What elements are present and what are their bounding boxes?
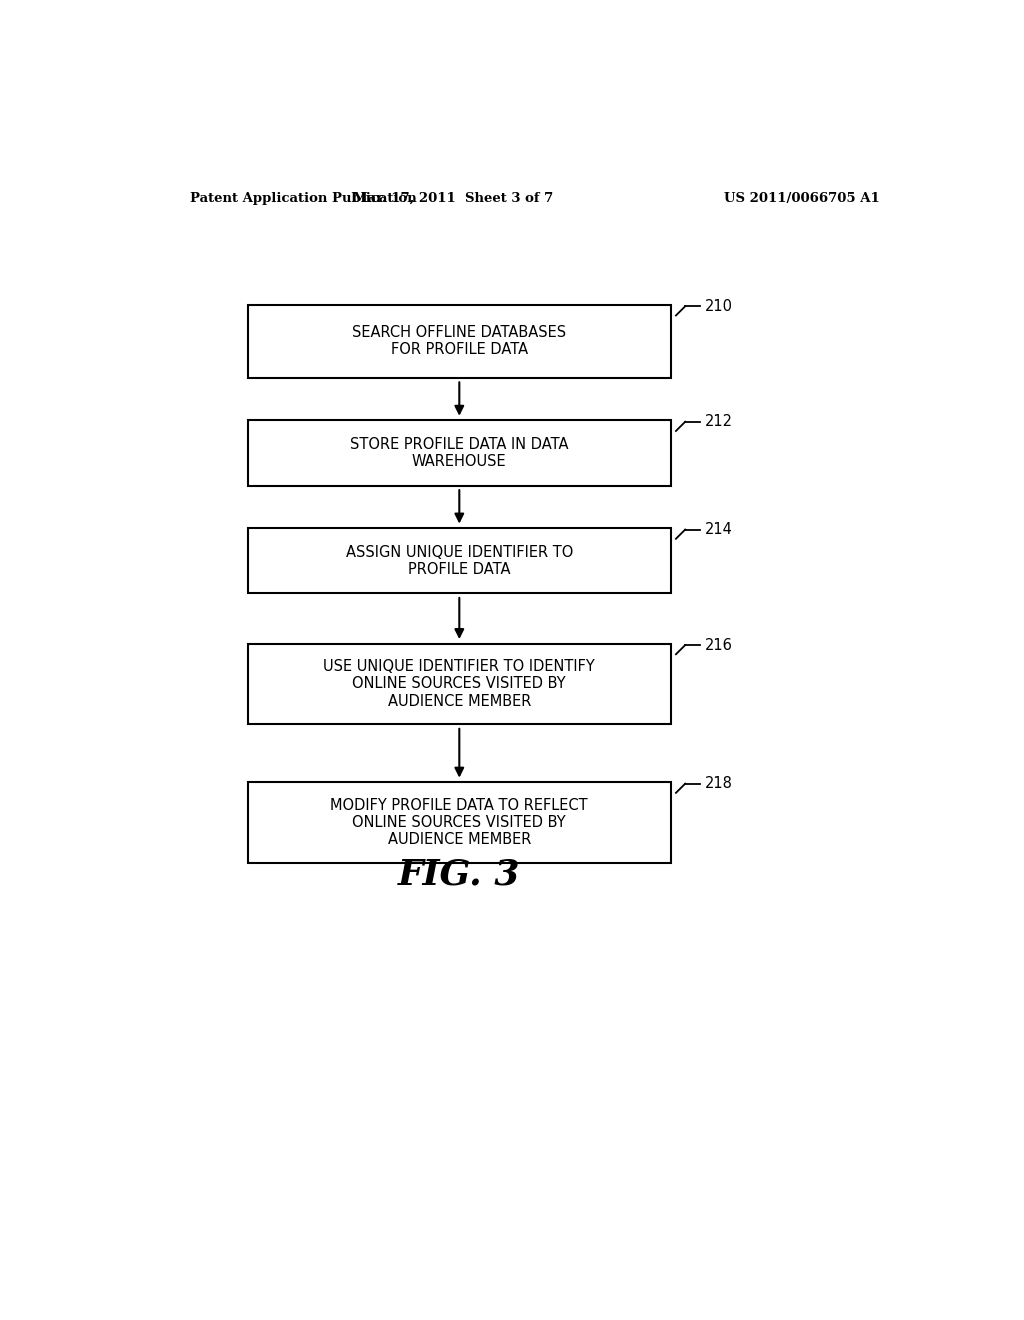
Text: SEARCH OFFLINE DATABASES
FOR PROFILE DATA: SEARCH OFFLINE DATABASES FOR PROFILE DAT… xyxy=(352,325,566,358)
FancyBboxPatch shape xyxy=(248,420,671,486)
FancyBboxPatch shape xyxy=(248,781,671,863)
Text: 218: 218 xyxy=(705,776,732,791)
FancyBboxPatch shape xyxy=(248,305,671,378)
Text: Patent Application Publication: Patent Application Publication xyxy=(190,191,417,205)
Text: 216: 216 xyxy=(705,638,732,652)
Text: 214: 214 xyxy=(705,521,732,537)
Text: 212: 212 xyxy=(705,414,732,429)
FancyBboxPatch shape xyxy=(248,528,671,594)
Text: FIG. 3: FIG. 3 xyxy=(398,858,520,891)
Text: MODIFY PROFILE DATA TO REFLECT
ONLINE SOURCES VISITED BY
AUDIENCE MEMBER: MODIFY PROFILE DATA TO REFLECT ONLINE SO… xyxy=(331,797,588,847)
Text: STORE PROFILE DATA IN DATA
WAREHOUSE: STORE PROFILE DATA IN DATA WAREHOUSE xyxy=(350,437,568,469)
FancyBboxPatch shape xyxy=(248,644,671,725)
Text: ASSIGN UNIQUE IDENTIFIER TO
PROFILE DATA: ASSIGN UNIQUE IDENTIFIER TO PROFILE DATA xyxy=(346,545,573,577)
Text: 210: 210 xyxy=(705,298,732,314)
Text: Mar. 17, 2011  Sheet 3 of 7: Mar. 17, 2011 Sheet 3 of 7 xyxy=(353,191,554,205)
Text: US 2011/0066705 A1: US 2011/0066705 A1 xyxy=(724,191,880,205)
Text: USE UNIQUE IDENTIFIER TO IDENTIFY
ONLINE SOURCES VISITED BY
AUDIENCE MEMBER: USE UNIQUE IDENTIFIER TO IDENTIFY ONLINE… xyxy=(324,659,595,709)
